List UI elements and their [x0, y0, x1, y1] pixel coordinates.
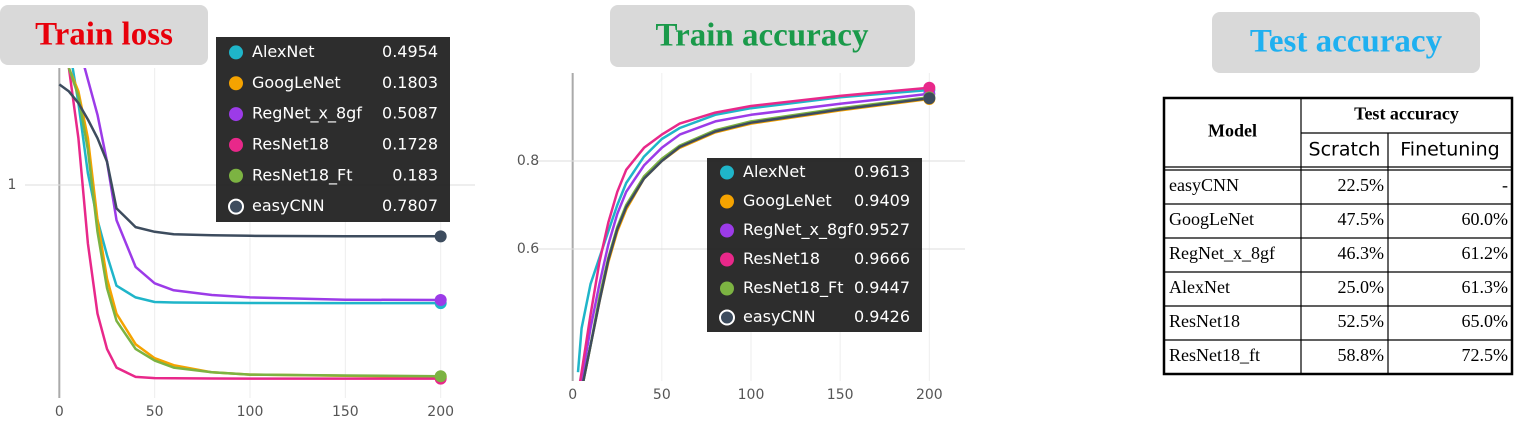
table-cell: 61.3% — [1462, 277, 1509, 297]
x-tick-label: 200 — [916, 387, 943, 403]
legend-value: 0.9426 — [854, 307, 910, 326]
legend-swatch — [229, 137, 243, 152]
x-tick-label: 150 — [332, 404, 359, 420]
title-badge — [1212, 12, 1480, 73]
title-badge — [0, 5, 208, 65]
series-line — [582, 97, 930, 381]
legend-swatch — [229, 45, 243, 60]
legend-value: 0.1728 — [382, 134, 438, 153]
legend-label: RegNet_x_8gf — [743, 220, 853, 240]
end-marker — [434, 230, 447, 243]
table-cell: 61.2% — [1462, 243, 1509, 263]
table-header: Scratch — [1309, 139, 1381, 161]
chart-title: Train accuracy — [656, 18, 869, 54]
series-line — [576, 88, 930, 373]
end-marker — [923, 81, 936, 94]
legend-label: ResNet18_Ft — [743, 278, 844, 298]
series-line — [83, 68, 441, 302]
legend-value: 0.9666 — [854, 249, 910, 268]
legend-swatch — [720, 252, 734, 267]
table-title: Test accuracy — [1250, 24, 1443, 60]
table-cell: GoogLeNet — [1169, 209, 1254, 229]
x-tick-label: 50 — [146, 404, 164, 420]
legend-swatch — [720, 165, 734, 180]
legend-label: GoogLeNet — [252, 73, 341, 92]
table-cell: 22.5% — [1338, 175, 1385, 195]
table-cell: - — [1502, 175, 1508, 195]
legend-swatch — [229, 107, 243, 122]
table-cell: 65.0% — [1462, 311, 1509, 331]
legend-swatch — [229, 168, 243, 183]
legend-label: ResNet18 — [252, 134, 329, 153]
x-tick-label: 200 — [427, 404, 454, 420]
legend-swatch — [228, 198, 244, 215]
legend-label: AlexNet — [252, 42, 315, 61]
series-line — [578, 86, 930, 381]
end-marker — [923, 92, 936, 105]
legend-label: GoogLeNet — [743, 191, 832, 210]
series-line — [67, 68, 441, 378]
legend-swatch — [720, 281, 734, 296]
x-tick-label: 100 — [738, 387, 765, 403]
title-badge — [610, 5, 915, 67]
x-tick-label: 0 — [568, 387, 577, 403]
table-cell: ResNet18 — [1169, 311, 1240, 331]
legend-value: 0.4954 — [382, 42, 438, 61]
series-line — [71, 68, 441, 305]
table-header: Model — [1208, 121, 1257, 141]
legend-swatch — [229, 76, 243, 91]
legend-value: 0.9613 — [854, 162, 910, 181]
table-cell: 58.8% — [1338, 345, 1385, 365]
plot-area — [58, 68, 441, 380]
table-cell: ResNet18_ft — [1169, 345, 1260, 365]
table-header: Finetuning — [1400, 139, 1499, 161]
legend-label: AlexNet — [743, 162, 806, 181]
table-cell: 47.5% — [1338, 209, 1385, 229]
plots: 0 50 100 150 200 1 AlexNet 0.4954 GoogLeNet 0.180… — [8, 37, 1514, 420]
legend-value: 0.5087 — [382, 104, 438, 123]
legend-value: 0.1803 — [382, 73, 438, 92]
legend-swatch — [719, 309, 735, 326]
legend-label: easyCNN — [252, 196, 325, 215]
legend-value: 0.7807 — [382, 196, 438, 215]
legend-swatch — [720, 194, 734, 209]
legend-label: ResNet18 — [743, 249, 820, 268]
table-cell: RegNet_x_8gf — [1169, 243, 1275, 263]
legend-label: RegNet_x_8gf — [252, 104, 362, 124]
legend-box — [707, 158, 922, 332]
end-marker — [434, 294, 447, 307]
table-frame — [1162, 96, 1514, 376]
table-cell: 25.0% — [1338, 277, 1385, 297]
table-cell: 72.5% — [1462, 345, 1509, 365]
table-cell: 46.3% — [1338, 243, 1385, 263]
table-cell: AlexNet — [1169, 277, 1230, 297]
legend-value: 0.9447 — [854, 278, 910, 297]
table-cell: easyCNN — [1169, 175, 1239, 195]
table-cell: 60.0% — [1462, 209, 1509, 229]
series-line — [58, 83, 441, 238]
legend-value: 0.9409 — [854, 191, 910, 210]
y-tick-label: 1 — [8, 177, 17, 193]
series-line — [580, 92, 930, 381]
legend-swatch — [720, 223, 734, 238]
chart-title: Train loss — [35, 17, 173, 53]
legend-value: 0.183 — [392, 165, 438, 184]
x-tick-label: 150 — [827, 387, 854, 403]
table-cell: 52.5% — [1338, 311, 1385, 331]
legend-label: ResNet18_Ft — [252, 165, 353, 185]
y-tick-label: 0.6 — [517, 241, 539, 257]
end-marker — [434, 370, 447, 383]
x-tick-label: 100 — [237, 404, 264, 420]
x-tick-label: 0 — [55, 404, 64, 420]
legend-box — [216, 37, 450, 222]
plot-area — [576, 86, 930, 381]
legend-label: easyCNN — [743, 307, 816, 326]
series-line — [67, 68, 441, 380]
table: Model Test accuracy Scratch Finetuning easyC… — [1162, 96, 1514, 376]
table-header: Test accuracy — [1354, 104, 1459, 124]
legend-value: 0.9527 — [854, 220, 910, 239]
y-tick-label: 0.8 — [517, 153, 539, 169]
x-tick-label: 50 — [653, 387, 671, 403]
